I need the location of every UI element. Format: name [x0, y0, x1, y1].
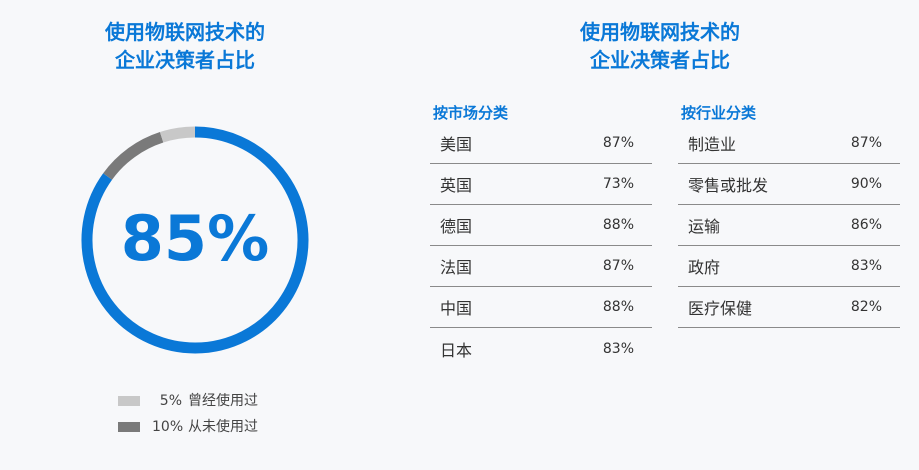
market-row: 中国 88% [430, 287, 652, 328]
industry-row-value: 83% [850, 258, 882, 274]
industry-header: 按行业分类 [681, 104, 757, 122]
market-row-label: 日本 [440, 340, 473, 360]
market-row-label: 中国 [440, 299, 473, 318]
market-row-label: 美国 [440, 135, 473, 154]
industry-row: 零售或批发 90% [678, 164, 900, 205]
legend-item-never-used: 10% 从未使用过 [118, 416, 258, 436]
donut-slice-used [81, 126, 309, 354]
market-row-value: 88% [602, 299, 634, 315]
industry-row-value: 90% [850, 176, 882, 192]
legend-swatch [118, 396, 140, 406]
market-row-value: 73% [602, 176, 634, 192]
market-row: 日本 83% [430, 328, 652, 369]
industry-row-value: 87% [850, 135, 882, 151]
donut-chart: 85% [81, 126, 309, 354]
legend-item-ever-used: 5% 曾经使用过 [118, 390, 258, 410]
industry-table: 制造业 87% 零售或批发 90% 运输 86% 政府 83% 医疗保健 82% [678, 123, 900, 328]
industry-row-value: 86% [850, 217, 882, 233]
industry-row-value: 82% [850, 299, 882, 315]
industry-row-label: 政府 [688, 258, 721, 277]
industry-row: 政府 83% [678, 246, 900, 287]
market-row-label: 英国 [440, 176, 473, 195]
market-header: 按市场分类 [433, 104, 509, 122]
market-row-label: 德国 [440, 217, 473, 236]
donut-center-label: 85% [121, 202, 269, 275]
donut-title-line-2: 企业决策者占比 [115, 48, 255, 72]
market-row: 德国 88% [430, 205, 652, 246]
industry-row-label: 运输 [688, 217, 721, 236]
market-row-value: 88% [602, 217, 634, 233]
table-title: 使用物联网技术的 企业决策者占比 [525, 18, 795, 74]
legend-label: 曾经使用过 [188, 393, 258, 409]
legend-swatch [118, 422, 140, 432]
table-title-line-2: 企业决策者占比 [590, 48, 730, 72]
donut-title: 使用物联网技术的 企业决策者占比 [60, 18, 310, 74]
industry-row-label: 医疗保健 [688, 299, 753, 318]
table-title-line-1: 使用物联网技术的 [580, 20, 740, 44]
legend-label: 从未使用过 [188, 419, 258, 435]
industry-row: 运输 86% [678, 205, 900, 246]
market-row-label: 法国 [440, 258, 473, 277]
market-row-value: 87% [602, 258, 634, 274]
donut-slices [81, 126, 309, 354]
legend-pct: 10% [152, 419, 184, 435]
market-row: 英国 73% [430, 164, 652, 205]
industry-row-label: 零售或批发 [688, 176, 769, 195]
market-row-value: 87% [602, 135, 634, 151]
industry-row: 制造业 87% [678, 123, 900, 164]
donut-title-line-1: 使用物联网技术的 [105, 20, 265, 44]
market-row: 法国 87% [430, 246, 652, 287]
market-row-value: 83% [602, 340, 634, 357]
market-table: 美国 87% 英国 73% 德国 88% 法国 87% 中国 88% 日本 83% [430, 123, 652, 369]
donut-slice-never-used [103, 132, 164, 180]
industry-row: 医疗保健 82% [678, 287, 900, 328]
industry-row-label: 制造业 [688, 135, 737, 154]
legend-pct: 5% [159, 393, 182, 409]
market-row: 美国 87% [430, 123, 652, 164]
donut-slice-ever-used [159, 126, 196, 143]
